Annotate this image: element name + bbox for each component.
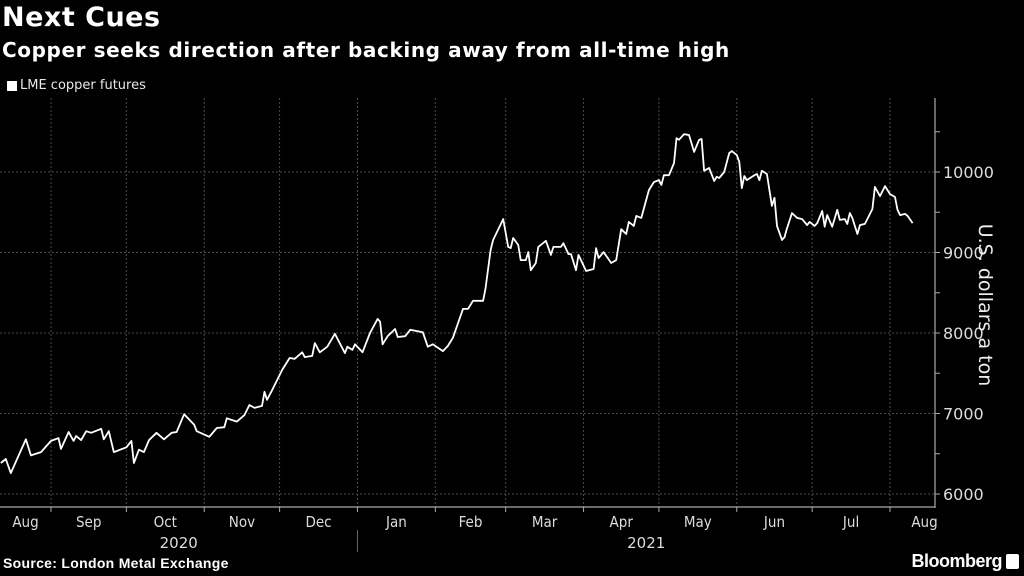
y-tick-label: 10000 bbox=[943, 163, 994, 182]
y-tick-label: 7000 bbox=[943, 405, 984, 424]
bloomberg-chart-icon bbox=[1006, 554, 1019, 569]
y-tick-label: 8000 bbox=[943, 324, 984, 343]
x-tick-label: Apr bbox=[610, 513, 634, 531]
x-tick-label: Jan bbox=[385, 513, 407, 531]
legend: LME copper futures bbox=[7, 78, 146, 93]
x-tick-label: Aug bbox=[911, 513, 937, 531]
x-tick-label: Oct bbox=[154, 513, 177, 531]
chart-subtitle: Copper seeks direction after backing awa… bbox=[2, 38, 730, 62]
source-note: Source: London Metal Exchange bbox=[3, 555, 229, 571]
x-tick-label: Mar bbox=[532, 513, 558, 531]
x-tick-label: Sep bbox=[76, 513, 101, 531]
legend-label: LME copper futures bbox=[20, 78, 146, 93]
x-tick-label: Jul bbox=[842, 513, 859, 531]
y-tick-label: 6000 bbox=[943, 485, 984, 504]
bloomberg-logo: Bloomberg bbox=[911, 551, 1002, 571]
x-tick-label: May bbox=[684, 513, 712, 531]
year-label: 2020 bbox=[160, 534, 198, 552]
x-tick-label: Dec bbox=[305, 513, 331, 531]
x-tick-label: Feb bbox=[459, 513, 483, 531]
x-tick-label: Jun bbox=[763, 513, 785, 531]
x-tick-label: Aug bbox=[12, 513, 38, 531]
series-line-lme-copper bbox=[0, 133, 914, 474]
year-label: 2021 bbox=[627, 534, 665, 552]
legend-swatch bbox=[7, 80, 17, 91]
y-axis-label: U.S. dollars a ton bbox=[974, 223, 996, 387]
y-tick-label: 9000 bbox=[943, 244, 984, 263]
chart-title: Next Cues bbox=[2, 2, 161, 33]
x-tick-label: Nov bbox=[229, 513, 255, 531]
